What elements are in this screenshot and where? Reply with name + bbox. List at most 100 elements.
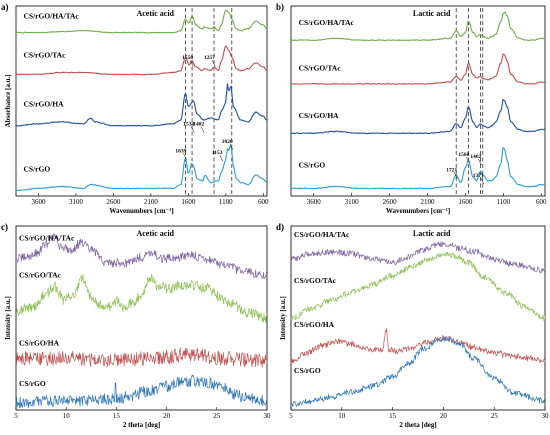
x-tick-label: 30 [264, 412, 272, 420]
series-line [15, 83, 268, 127]
series-line [15, 233, 268, 280]
x-tick-label: 20 [440, 412, 448, 420]
series-line [290, 98, 546, 135]
x-axis-label: 2 theta [deg] [123, 421, 160, 429]
series-label: CS/rGO [294, 366, 321, 375]
x-tick-label: 2100 [420, 198, 435, 206]
peak-annotation: 1639 [175, 148, 186, 154]
series-line [290, 335, 546, 407]
x-axis-label: Wavenumbers [cm⁻¹] [386, 207, 450, 215]
x-tick-label: 2600 [106, 198, 121, 206]
y-axis-label: Intensity [a.u.] [279, 296, 287, 340]
x-tick-label: 10 [63, 412, 71, 420]
x-tick-label: 3600 [307, 198, 322, 206]
series-label: CS/rGO/HA [294, 320, 335, 329]
chart-title: Lactic acid [413, 9, 451, 18]
x-tick-label: 15 [389, 412, 397, 420]
series-label: CS/rGO/TAc [294, 276, 337, 285]
peak-annotation: 1371 [473, 173, 484, 179]
series-label: CS/rGO/HA [23, 100, 64, 109]
panel-letter: a) [1, 2, 9, 12]
plot-frame [290, 5, 546, 197]
annotation-arrow [466, 156, 470, 164]
chart-title: Acetic acid [136, 9, 174, 18]
x-axis-label: Wavenumbers [cm⁻¹] [109, 207, 173, 215]
series-label: CS/rGO/TAc [23, 50, 66, 59]
x-tick-label: 1600 [181, 198, 196, 206]
series-line [15, 45, 268, 76]
x-tick-label: 2600 [383, 198, 398, 206]
annotation-arrow [478, 158, 482, 166]
series-line [15, 273, 268, 324]
x-tick-label: 10 [338, 412, 346, 420]
annotation-arrow [453, 172, 458, 179]
x-tick-label: 3100 [69, 198, 84, 206]
y-axis-label: Intensity [a.u.] [4, 296, 12, 340]
x-tick-label: 3600 [31, 198, 46, 206]
series-label: CS/rGO/HA [299, 111, 340, 120]
x-tick-label: 25 [491, 412, 499, 420]
panel-letter: d) [276, 222, 284, 232]
series-line [15, 144, 268, 192]
chart-panel-c: c) Acetic acid CS/rGO/HA/TAc CS/rGO/TAc CS/r… [1, 222, 271, 429]
peak-annotation: 1153 [212, 150, 223, 156]
series-label: CS/rGO/TAc [299, 64, 342, 73]
peak-annotation: 1550 [182, 55, 193, 61]
x-tick-label: 30 [542, 412, 550, 420]
x-tick-label: 1600 [458, 198, 473, 206]
peak-annotation: 1257 [204, 55, 215, 61]
annotation-arrow [183, 153, 187, 160]
x-tick-label: 2100 [144, 198, 159, 206]
peak-annotation: 1721 [446, 167, 457, 173]
peak-annotation: 1560 [458, 152, 469, 158]
peak-annotation: 1402 [193, 122, 204, 128]
annotation-arrow [200, 126, 205, 133]
x-tick-label: 600 [258, 198, 269, 206]
series-line [15, 347, 268, 368]
y-axis-label: Absorbance [a.u.] [4, 74, 12, 127]
x-tick-label: 3100 [345, 198, 360, 206]
chart-panel-b: b) Lactic acid CS/rGO/HA/TAc CS/rGO/TAc CS/r… [276, 2, 547, 215]
annotation-arrow [229, 143, 234, 150]
series-label: CS/rGO [299, 161, 326, 170]
series-label: CS/rGO [23, 164, 50, 173]
chart-title: Acetic acid [136, 229, 174, 238]
x-tick-label: 600 [536, 198, 547, 206]
x-tick-label: 5 [14, 412, 18, 420]
peak-annotation: 1402 [470, 154, 481, 160]
series-label: CS/rGO/TAc [19, 271, 62, 280]
x-tick-label: 5 [289, 412, 293, 420]
series-line [290, 147, 546, 190]
annotation-arrow [219, 155, 224, 162]
series-label: CS/rGO/HA/TAc [299, 18, 355, 27]
annotation-arrow [191, 126, 195, 133]
series-label: CS/rGO/HA/TAc [23, 11, 79, 20]
series-label: CS/rGO/HA/TAc [19, 234, 75, 243]
x-tick-label: 20 [163, 412, 171, 420]
series-line [290, 241, 546, 273]
series-line [290, 251, 546, 322]
series-line [15, 374, 268, 409]
peak-annotation: 1534 [183, 122, 194, 128]
series-line [15, 9, 268, 34]
series-label: CS/rGO/HA [19, 339, 60, 348]
chart-panel-a: a) Acetic acid CS/rGO/HA/TAc CS/rGO/TAc CS/r… [1, 2, 269, 215]
x-tick-label: 15 [113, 412, 121, 420]
series-label: CS/rGO/HA/TAc [294, 230, 350, 239]
series-line [290, 11, 546, 42]
series-line [290, 53, 546, 85]
panel-letter: b) [276, 2, 284, 12]
x-tick-label: 1100 [496, 198, 510, 206]
x-tick-label: 25 [213, 412, 221, 420]
annotation-arrow [189, 60, 194, 67]
peak-annotation: 1020 [222, 139, 233, 145]
x-tick-label: 1100 [219, 198, 233, 206]
annotation-arrow [211, 60, 216, 67]
series-label: CS/rGO [19, 379, 46, 388]
x-axis-label: 2 theta [deg] [399, 421, 436, 429]
chart-title: Lactic acid [413, 229, 451, 238]
annotation-arrow [480, 177, 484, 185]
plot-frame [15, 225, 268, 411]
series-line [290, 328, 546, 364]
